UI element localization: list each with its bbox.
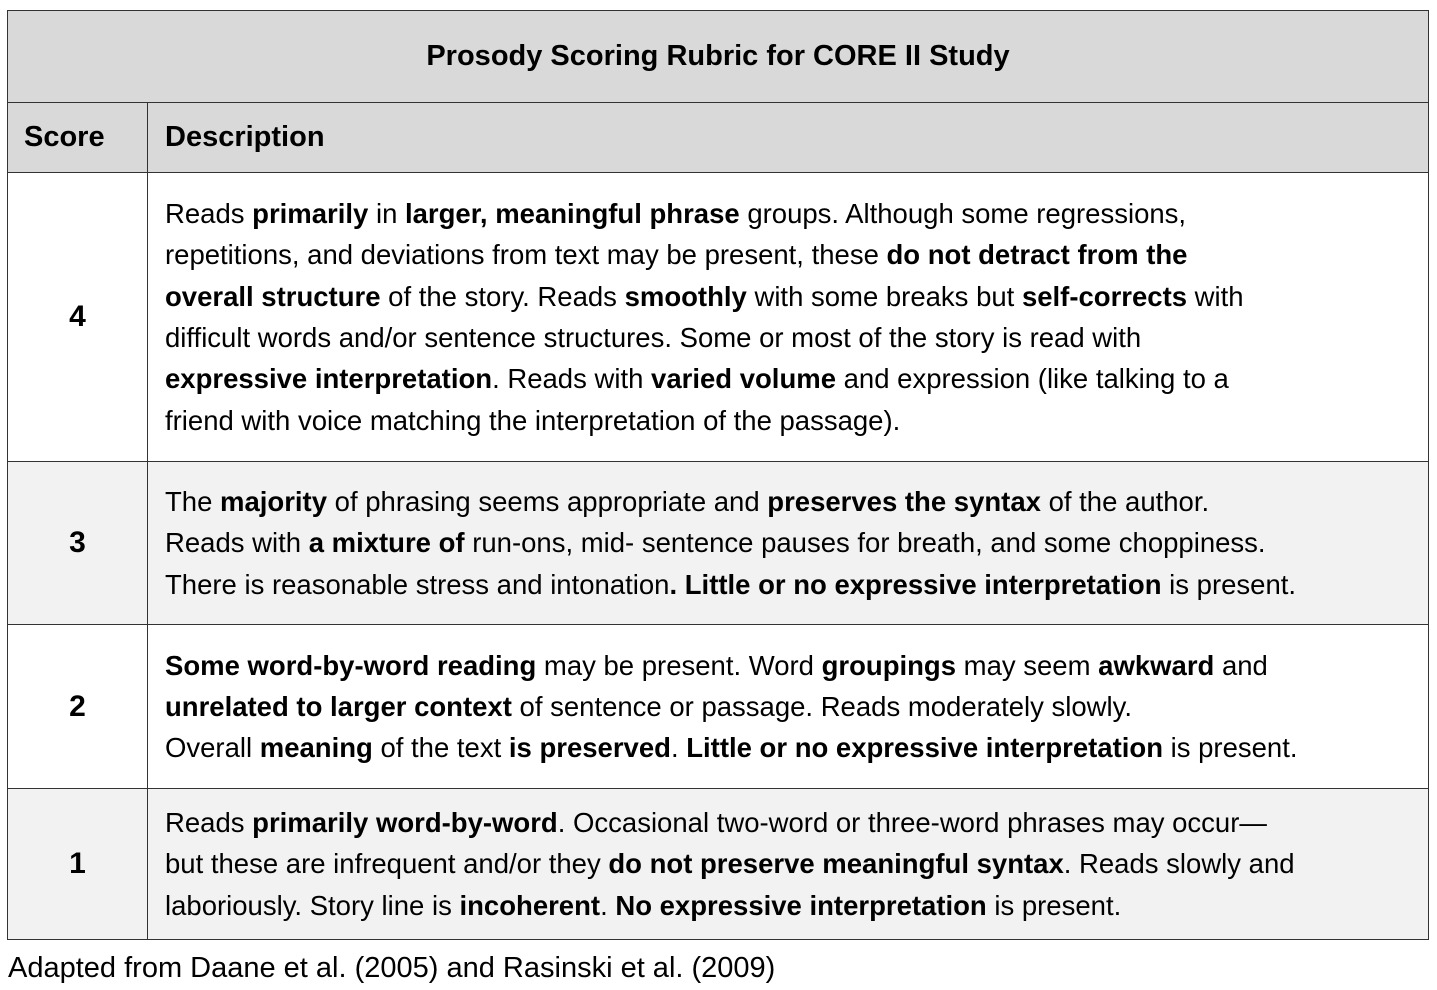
description-line: Some word-by-word reading may be present… xyxy=(165,645,1418,686)
bold-text-run: do not detract from the xyxy=(886,239,1188,271)
description-line: Overall meaning of the text is preserved… xyxy=(165,727,1418,768)
text-run: and expression (like talking to a xyxy=(836,363,1229,395)
description-cell: Some word-by-word reading may be present… xyxy=(147,624,1429,789)
description-line: laboriously. Story line is incoherent. N… xyxy=(165,885,1418,926)
bold-text-run: primarily word-by-word xyxy=(252,807,558,839)
text-run: of the story. Reads xyxy=(380,280,625,312)
text-run: . Reads with xyxy=(492,363,652,395)
bold-text-run: . Little or no expressive interpretation xyxy=(669,568,1162,600)
table-row: 2 Some word-by-word reading may be prese… xyxy=(7,624,1429,789)
text-run: friend with voice matching the interpret… xyxy=(165,404,901,436)
text-run: Reads xyxy=(165,807,253,839)
text-run: groups. Although some regressions, xyxy=(739,198,1187,230)
bold-text-run: awkward xyxy=(1098,649,1215,681)
text-run: . xyxy=(670,732,687,764)
header-row: Score Description xyxy=(7,102,1429,173)
bold-text-run: incoherent xyxy=(459,889,601,921)
text-run: may be present. Word xyxy=(536,649,822,681)
text-run: is present. xyxy=(1163,732,1298,764)
bold-text-run: primarily xyxy=(252,198,369,230)
bold-text-run: larger, meaningful phrase xyxy=(405,198,740,230)
text-run: Overall xyxy=(165,732,260,764)
text-run: is present. xyxy=(986,889,1122,921)
text-run: of the author. xyxy=(1040,486,1210,518)
score-column-header: Score xyxy=(7,102,148,173)
text-run: is present. xyxy=(1161,568,1297,600)
bold-text-run: unrelated to larger context xyxy=(165,690,512,722)
description-line: Reads primarily word-by-word. Occasional… xyxy=(165,802,1418,843)
description-line: overall structure of the story. Reads sm… xyxy=(165,276,1418,317)
score-cell: 2 xyxy=(7,624,148,789)
bold-text-run: varied volume xyxy=(651,363,836,395)
bold-text-run: do not preserve meaningful syntax xyxy=(608,848,1064,880)
description-line: difficult words and/or sentence structur… xyxy=(165,317,1418,358)
text-run: with xyxy=(1187,280,1244,312)
description-line: There is reasonable stress and intonatio… xyxy=(165,564,1418,605)
bold-text-run: Some word-by-word reading xyxy=(165,649,537,681)
table-row: 4 Reads primarily in larger, meaningful … xyxy=(7,172,1429,462)
bold-text-run: majority xyxy=(220,486,328,518)
text-run: Reads with xyxy=(165,527,309,559)
text-run: There is reasonable stress and intonatio… xyxy=(165,568,670,600)
text-run: but these are infrequent and/or they xyxy=(165,848,609,880)
bold-text-run: meaning xyxy=(259,732,373,764)
score-cell: 4 xyxy=(7,172,148,462)
bold-text-run: expressive interpretation xyxy=(165,363,493,395)
text-run: may seem xyxy=(956,649,1099,681)
bold-text-run: groupings xyxy=(821,649,957,681)
rubric-table: Prosody Scoring Rubric for CORE II Study… xyxy=(7,10,1429,940)
description-line: repetitions, and deviations from text ma… xyxy=(165,234,1418,275)
description-line: Reads with a mixture of run-ons, mid- se… xyxy=(165,522,1418,563)
description-cell: Reads primarily in larger, meaningful ph… xyxy=(147,172,1429,462)
bold-text-run: smoothly xyxy=(624,280,747,312)
text-run: laboriously. Story line is xyxy=(165,889,460,921)
bold-text-run: No expressive interpretation xyxy=(615,889,987,921)
text-run: of sentence or passage. Reads moderately… xyxy=(511,690,1132,722)
score-cell: 1 xyxy=(7,788,148,940)
bold-text-run: overall structure xyxy=(165,280,381,312)
score-cell: 3 xyxy=(7,461,148,625)
text-run: repetitions, and deviations from text ma… xyxy=(165,239,887,271)
bold-text-run: preserves the syntax xyxy=(767,486,1041,518)
table-title: Prosody Scoring Rubric for CORE II Study xyxy=(7,10,1429,103)
bold-text-run: is preserved xyxy=(508,732,671,764)
description-cell: Reads primarily word-by-word. Occasional… xyxy=(147,788,1429,940)
text-run: . Reads slowly and xyxy=(1063,848,1295,880)
text-run: with some breaks but xyxy=(746,280,1022,312)
text-run: in xyxy=(368,198,405,230)
text-run: . xyxy=(600,889,616,921)
bold-text-run: Little or no expressive interpretation xyxy=(686,732,1163,764)
text-run: of the text xyxy=(372,732,509,764)
text-run: The xyxy=(165,486,221,518)
description-column-header: Description xyxy=(147,102,1429,173)
description-line: unrelated to larger context of sentence … xyxy=(165,686,1418,727)
description-line: friend with voice matching the interpret… xyxy=(165,400,1418,441)
table-row: 1 Reads primarily word-by-word. Occasion… xyxy=(7,788,1429,940)
bold-text-run: a mixture of xyxy=(308,527,465,559)
table-row: 3 The majority of phrasing seems appropr… xyxy=(7,461,1429,625)
text-run: of phrasing seems appropriate and xyxy=(327,486,768,518)
text-run: Reads xyxy=(165,198,253,230)
description-line: The majority of phrasing seems appropria… xyxy=(165,481,1418,522)
description-line: Reads primarily in larger, meaningful ph… xyxy=(165,193,1418,234)
text-run: and xyxy=(1214,649,1268,681)
text-run: run-ons, mid- sentence pauses for breath… xyxy=(464,527,1266,559)
description-line: but these are infrequent and/or they do … xyxy=(165,843,1418,884)
bold-text-run: self-corrects xyxy=(1021,280,1188,312)
text-run: difficult words and/or sentence structur… xyxy=(165,322,1142,353)
description-line: expressive interpretation. Reads with va… xyxy=(165,358,1418,399)
description-cell: The majority of phrasing seems appropria… xyxy=(147,461,1429,625)
title-row: Prosody Scoring Rubric for CORE II Study xyxy=(7,10,1429,103)
source-caption: Adapted from Daane et al. (2005) and Ras… xyxy=(8,952,776,984)
text-run: . Occasional two-word or three-word phra… xyxy=(557,807,1267,839)
